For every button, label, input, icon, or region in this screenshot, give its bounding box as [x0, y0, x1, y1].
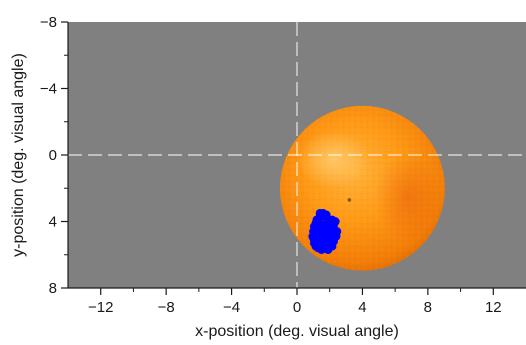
x-tick-label: −8	[158, 299, 175, 316]
x-tick-label: 0	[293, 299, 301, 316]
gaze-point	[331, 217, 339, 225]
y-axis-label: y-position (deg. visual angle)	[10, 53, 27, 257]
x-tick-label: 4	[358, 299, 366, 316]
gaze-point	[322, 211, 330, 219]
x-tick-label: −12	[88, 299, 113, 316]
orange-navel	[348, 198, 352, 202]
gaze-point	[308, 232, 316, 240]
gaze-point	[312, 216, 320, 224]
y-tick-label: −4	[40, 81, 57, 98]
x-tick-label: 8	[424, 299, 432, 316]
y-tick-label: −8	[40, 14, 57, 31]
orange-stimulus-image	[280, 106, 445, 271]
y-tick-label: 0	[49, 147, 57, 164]
gaze-point	[324, 246, 332, 254]
orange-highlight	[296, 131, 370, 189]
y-tick-label: 4	[49, 214, 57, 231]
orange-shadow	[375, 151, 441, 242]
x-tick-label: −4	[223, 299, 240, 316]
gaze-point	[333, 227, 341, 235]
x-axis-label: x-position (deg. visual angle)	[195, 323, 399, 340]
y-tick-label: 8	[49, 280, 57, 297]
x-tick-label: 12	[485, 299, 502, 316]
